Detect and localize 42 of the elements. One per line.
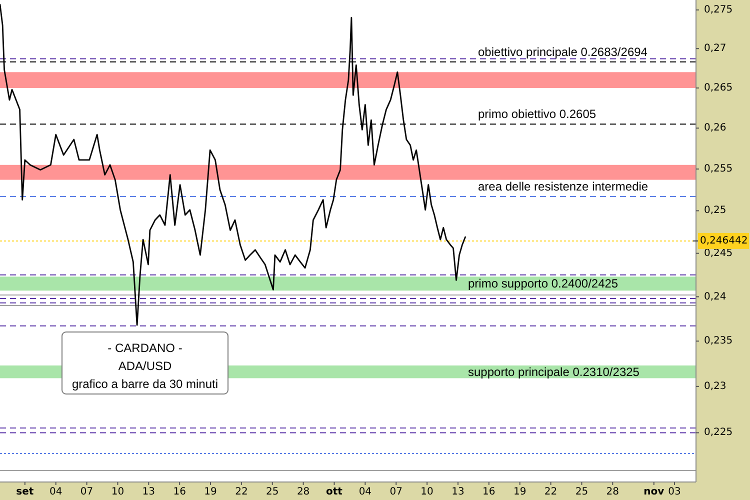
x-tick-label: 25 (575, 486, 588, 498)
x-tick-label: nov (644, 486, 665, 498)
x-tick-label: 16 (173, 486, 186, 498)
x-tick-label: 13 (142, 486, 156, 498)
band-label: supporto principale 0.2310/2325 (468, 364, 640, 379)
x-tick-label: 10 (111, 486, 124, 498)
y-tick-label: 0,245 (704, 248, 733, 259)
x-tick-label: set (16, 486, 34, 498)
x-tick-label: 16 (482, 486, 496, 498)
y-tick-label: 0,275 (704, 4, 733, 16)
x-tick-label: 19 (204, 486, 217, 498)
y-tick-label: 0,27 (704, 43, 726, 54)
annotation: grafico a barre da 30 minuti (72, 377, 218, 391)
x-tick-label: 03 (668, 486, 681, 498)
x-tick-label: 07 (80, 486, 94, 498)
y-tick-label: 0,255 (704, 164, 733, 175)
ref-line-label: obiettivo principale 0.2683/2694 (478, 44, 648, 59)
x-tick-label: 28 (296, 486, 310, 498)
y-tick-label: 0,225 (704, 427, 733, 438)
x-tick-label: 10 (420, 486, 434, 498)
x-tick-label: 25 (266, 486, 279, 498)
ref-line-label: 0,246442 (700, 235, 748, 246)
y-tick-label: 0,235 (704, 336, 733, 347)
x-tick-label: 22 (544, 486, 558, 498)
x-tick-label: 13 (452, 486, 464, 498)
x-tick-label: 19 (513, 486, 526, 498)
x-tick-label: 28 (606, 486, 620, 498)
band-label: primo supporto 0.2400/2425 (468, 276, 618, 291)
x-tick-label: 04 (358, 486, 372, 498)
annotation: ADA/USD (118, 359, 172, 373)
x-tick-label: 04 (49, 486, 62, 498)
ref-line-label: area delle resistenze intermedie (478, 179, 648, 194)
y-tick-label: 0,265 (704, 82, 733, 94)
y-tick-label: 0,25 (704, 205, 726, 216)
x-tick-label: ott (326, 486, 343, 498)
y-tick-label: 0,23 (704, 380, 726, 392)
x-tick-label: 07 (390, 486, 402, 498)
y-tick-label: 0,26 (704, 122, 726, 134)
x-tick-label: 22 (235, 486, 248, 498)
y-tick-label: 0,24 (704, 291, 726, 302)
ref-line-label: primo obiettivo 0.2605 (478, 107, 596, 122)
annotation: - CARDANO - (108, 341, 182, 355)
